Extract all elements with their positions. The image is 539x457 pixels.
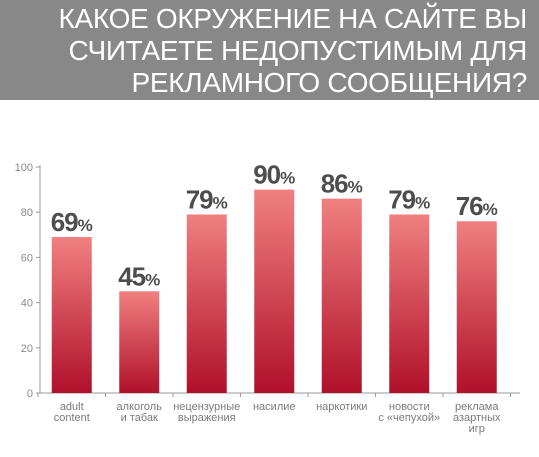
category-label: нецензурные выражения bbox=[173, 401, 240, 424]
category-label: наркотики bbox=[316, 401, 367, 413]
bar bbox=[321, 198, 362, 393]
bar bbox=[389, 214, 430, 393]
category-label: насилие bbox=[253, 401, 296, 413]
data-label: 79% bbox=[388, 184, 430, 214]
bar bbox=[254, 189, 295, 393]
data-label: 45% bbox=[118, 261, 160, 291]
category-label: новости с «чепухой» bbox=[378, 401, 440, 424]
bar bbox=[119, 291, 160, 393]
category-label: алкоголь и табак bbox=[117, 401, 163, 424]
y-tick-label: 60 bbox=[21, 252, 33, 264]
y-tick-label: 20 bbox=[21, 343, 33, 355]
data-label: 79% bbox=[186, 184, 228, 214]
category-label: реклама азартных игр bbox=[453, 401, 501, 435]
chart-title: КАКОЕ ОКРУЖЕНИЕ НА САЙТЕ ВЫ СЧИТАЕТЕ НЕД… bbox=[58, 3, 528, 98]
bar bbox=[51, 237, 92, 393]
bar bbox=[456, 221, 497, 393]
y-tick-label: 40 bbox=[21, 298, 33, 310]
y-tick-label: 80 bbox=[21, 207, 33, 219]
y-tick-label: 100 bbox=[15, 162, 33, 174]
data-label: 90% bbox=[253, 160, 295, 190]
y-tick-label: 0 bbox=[27, 388, 33, 400]
bar bbox=[186, 214, 227, 393]
data-label: 69% bbox=[51, 207, 93, 237]
title-banner: КАКОЕ ОКРУЖЕНИЕ НА САЙТЕ ВЫ СЧИТАЕТЕ НЕД… bbox=[0, 0, 539, 100]
data-label: 76% bbox=[456, 191, 498, 221]
data-label: 86% bbox=[321, 169, 363, 199]
category-label: adult content bbox=[54, 401, 90, 424]
